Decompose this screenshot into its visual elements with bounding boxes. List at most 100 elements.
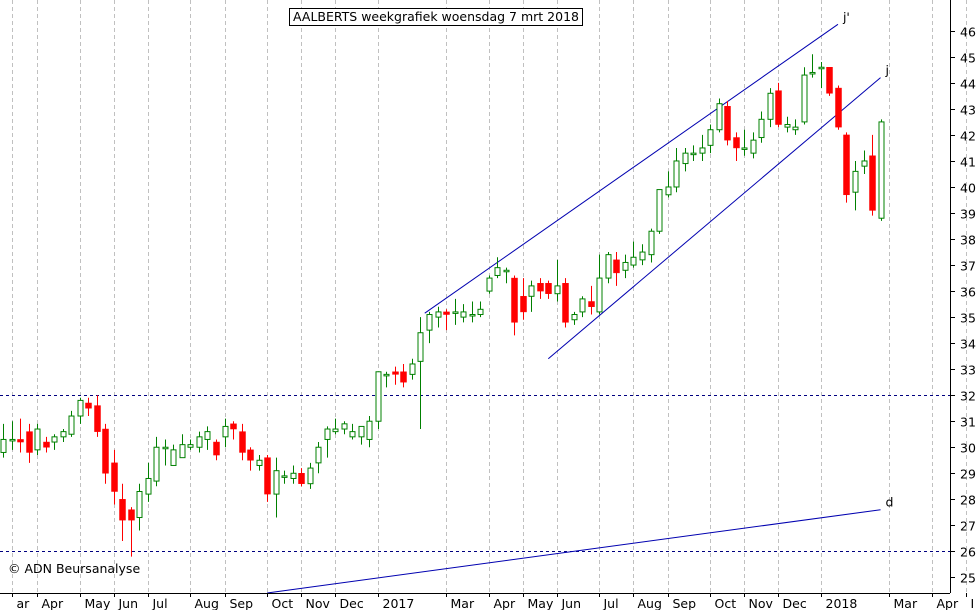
candle-body-up xyxy=(639,251,646,261)
candle-body-up xyxy=(145,477,152,495)
candle-body-up xyxy=(682,152,689,165)
candle-body-up xyxy=(332,428,339,433)
candle-body-down xyxy=(400,371,407,383)
x-tick-label: Aug xyxy=(638,596,662,610)
x-tick-label: 2017 xyxy=(383,596,415,610)
candle-body-up xyxy=(34,428,41,451)
candle-body-up xyxy=(596,277,603,313)
candle-body-up xyxy=(605,254,612,279)
y-tick-label: 28 xyxy=(960,493,976,508)
candle-body-up xyxy=(68,415,75,435)
candle-body-down xyxy=(562,283,569,323)
candle-body-up xyxy=(349,431,356,438)
x-tick-label: Apr xyxy=(937,596,959,610)
y-tick-label: 45 xyxy=(960,51,976,66)
y-tick-label: 41 xyxy=(960,155,976,170)
candle-body-down xyxy=(724,106,731,141)
candle-body-up xyxy=(665,186,672,196)
candle-body-up xyxy=(673,160,680,188)
candle-body-up xyxy=(852,170,859,193)
x-tick-label: Jun xyxy=(561,596,582,610)
y-tick-label: 32 xyxy=(960,389,976,404)
candle-body-up xyxy=(469,314,476,317)
price-candles xyxy=(0,54,885,557)
candle-body-up xyxy=(204,431,211,440)
candle-body-up xyxy=(435,311,442,318)
copyright-notice: © ADN Beursanalyse xyxy=(8,561,141,576)
candle-body-down xyxy=(835,87,842,128)
candle-body-up xyxy=(801,74,808,123)
y-tick-label: 42 xyxy=(960,129,976,144)
candle-body-up xyxy=(716,103,723,131)
candle-body-down xyxy=(17,439,24,443)
candle-body-up xyxy=(622,261,629,271)
candle-body-up xyxy=(699,147,706,154)
y-tick-label: 44 xyxy=(960,77,976,92)
candle-body-down xyxy=(247,449,254,461)
candle-body-up xyxy=(358,425,365,438)
x-tick-label: May xyxy=(528,596,554,610)
candle-body-up xyxy=(307,467,314,485)
x-tick-label: Apr xyxy=(42,596,64,610)
candle-body-up xyxy=(571,314,578,321)
candle-body-up xyxy=(460,311,467,318)
trendline xyxy=(547,77,881,360)
y-tick-label: 36 xyxy=(960,285,976,300)
trendline xyxy=(424,23,839,314)
candle-body-up xyxy=(51,436,58,443)
candle-body-up xyxy=(656,189,663,232)
candle-body-up xyxy=(9,438,16,442)
candle-body-up xyxy=(758,118,765,139)
y-tick-label: 26 xyxy=(960,545,976,560)
candle-body-down xyxy=(128,509,135,521)
candle-body-up xyxy=(0,438,7,453)
candle-body-down xyxy=(869,155,876,211)
candle-body-up xyxy=(554,285,561,295)
y-tick-label: 46 xyxy=(960,25,976,40)
candle-body-up xyxy=(494,267,501,276)
x-tick-label: I xyxy=(971,596,975,610)
x-tick-label: Sep xyxy=(673,596,697,610)
candle-body-up xyxy=(341,423,348,430)
candle-body-up xyxy=(281,475,288,478)
candle-body-up xyxy=(784,124,791,128)
trendline xyxy=(267,509,881,594)
candle-body-up xyxy=(861,160,868,167)
candle-body-up xyxy=(153,446,160,482)
x-tick-label: May xyxy=(85,596,111,610)
candle-body-down xyxy=(213,441,220,456)
candle-body-down xyxy=(111,462,118,492)
y-tick-label: 29 xyxy=(960,467,976,482)
candle-body-up xyxy=(452,311,459,314)
y-tick-label: 39 xyxy=(960,207,976,222)
x-tick-label: Mar xyxy=(894,596,918,610)
candle-body-down xyxy=(613,259,620,274)
candle-body-down xyxy=(733,137,740,149)
candle-body-up xyxy=(579,298,586,313)
candle-body-up xyxy=(222,425,229,438)
x-tick-label: Jul xyxy=(603,596,619,610)
y-tick-label: 30 xyxy=(960,441,976,456)
x-tick-label: ar xyxy=(17,596,31,610)
candle-body-down xyxy=(826,67,833,94)
x-tick-label: Nov xyxy=(306,596,331,610)
candle-body-down xyxy=(119,499,126,521)
x-tick-label: Sep xyxy=(230,596,254,610)
candle-body-up xyxy=(187,444,194,448)
candle-body-up xyxy=(273,470,280,495)
y-tick-label: 25 xyxy=(960,571,976,586)
candle-body-up xyxy=(366,420,373,440)
x-tick-label: Aug xyxy=(195,596,219,610)
candle-body-up xyxy=(170,449,177,466)
candle-body-down xyxy=(26,431,33,453)
candle-body-up xyxy=(741,147,748,150)
candle-body-up xyxy=(256,459,263,466)
x-tick-label: Jun xyxy=(118,596,139,610)
price-axis: 25 26 27 28 29 30 31 32 33 34 35 36 37 38 39 40 41 42 43 44… xyxy=(950,0,976,593)
candle-body-down xyxy=(775,90,782,125)
candle-body-down xyxy=(511,277,518,323)
x-tick-label: Dec xyxy=(783,596,807,610)
candle-body-down xyxy=(230,423,237,430)
candle-body-up xyxy=(750,139,757,154)
trendline-label: j' xyxy=(842,9,850,24)
